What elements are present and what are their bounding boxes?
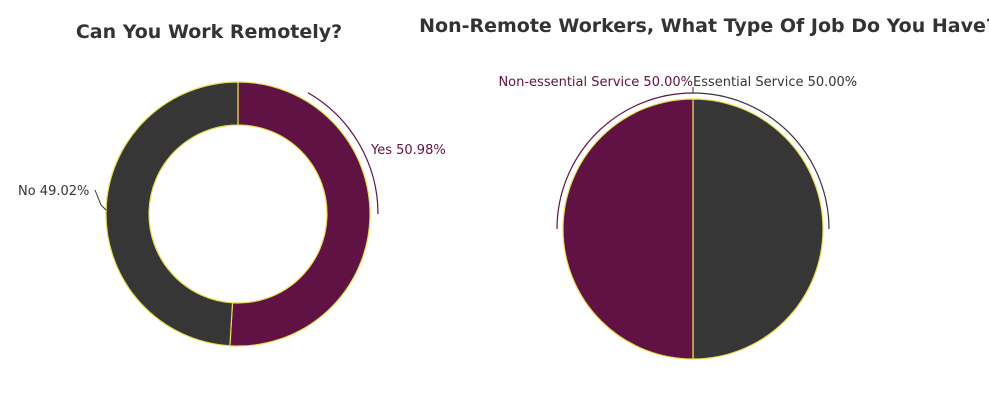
chart2-plot: Essential Service 50.00%Non-essential Se… [498,75,857,360]
chart1-slice-no [105,81,239,347]
chart2-slice-essential-service [692,98,824,360]
chart2-essential-bracket [692,92,830,230]
chart2-slice-non-essential-service [562,98,694,360]
chart1-title: Can You Work Remotely? [76,21,342,43]
chart2-nonessential-bracket [556,92,694,230]
chart1-label-no: No 49.02% [18,184,89,199]
chart1-no-leader [94,189,107,211]
chart2-label-essential: Essential Service 50.00% [693,75,857,90]
chart2-label-nonessential: Non-essential Service 50.00% [498,75,693,90]
chart1-label-yes: Yes 50.98% [370,143,446,158]
chart1-slice-yes [229,81,371,347]
chart1-plot: Yes 50.98% No 49.02% [18,81,446,347]
chart1-yes-bracket [307,92,379,215]
chart2-title: Non-Remote Workers, What Type Of Job Do … [419,15,989,37]
